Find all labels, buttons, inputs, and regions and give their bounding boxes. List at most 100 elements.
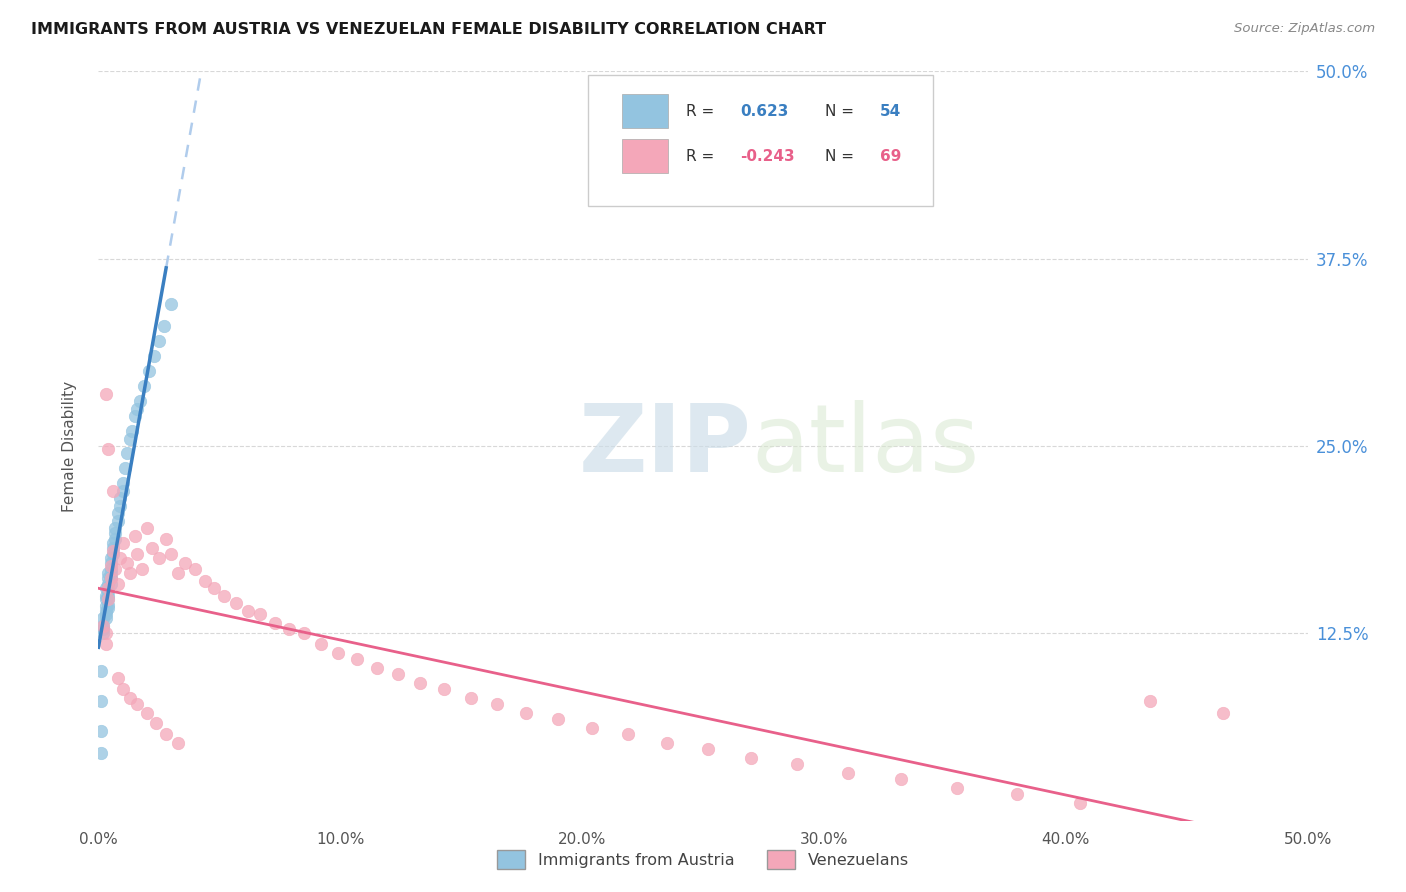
Point xyxy=(104,562,127,576)
Point xyxy=(100,577,122,591)
Text: IMMIGRANTS FROM AUSTRIA VS VENEZUELAN FEMALE DISABILITY CORRELATION CHART: IMMIGRANTS FROM AUSTRIA VS VENEZUELAN FE… xyxy=(31,22,827,37)
Point xyxy=(94,607,117,621)
Point xyxy=(135,706,157,720)
Point xyxy=(837,765,859,780)
Point xyxy=(127,697,149,711)
Point xyxy=(134,379,156,393)
Point xyxy=(890,772,912,786)
Point xyxy=(104,532,127,546)
Point xyxy=(101,547,124,561)
Point xyxy=(94,604,117,618)
Point xyxy=(100,558,122,573)
Point xyxy=(91,611,114,625)
Point xyxy=(143,349,166,363)
Point xyxy=(97,584,120,599)
Point xyxy=(138,364,160,378)
Bar xyxy=(621,95,668,128)
Point xyxy=(100,571,122,585)
Point xyxy=(121,424,143,438)
Point xyxy=(91,619,114,633)
Point xyxy=(90,694,112,708)
Point xyxy=(387,666,409,681)
Point xyxy=(160,547,183,561)
Point xyxy=(117,556,139,570)
Point xyxy=(100,562,122,576)
Point xyxy=(127,547,149,561)
Point xyxy=(94,386,117,401)
Point xyxy=(309,637,332,651)
Point xyxy=(108,499,131,513)
Point xyxy=(194,574,217,588)
Legend: Immigrants from Austria, Venezuelans: Immigrants from Austria, Venezuelans xyxy=(491,844,915,875)
Point xyxy=(155,532,177,546)
Point xyxy=(94,637,117,651)
Text: 69: 69 xyxy=(880,149,901,163)
Point xyxy=(135,521,157,535)
Point xyxy=(786,756,808,771)
Point xyxy=(104,525,127,540)
Point xyxy=(94,589,117,603)
Point xyxy=(117,446,139,460)
Point xyxy=(101,483,124,498)
Point xyxy=(278,622,301,636)
Point xyxy=(91,626,114,640)
Text: atlas: atlas xyxy=(751,400,980,492)
Point xyxy=(111,681,134,696)
Point xyxy=(225,596,247,610)
Point xyxy=(160,296,183,310)
FancyBboxPatch shape xyxy=(588,75,932,206)
Point xyxy=(97,591,120,606)
Point xyxy=(94,591,117,606)
Point xyxy=(460,690,482,705)
Point xyxy=(97,591,120,606)
Point xyxy=(97,589,120,603)
Point xyxy=(131,562,153,576)
Point xyxy=(91,619,114,633)
Point xyxy=(90,746,112,760)
Point xyxy=(946,780,969,795)
Point xyxy=(148,551,170,566)
Text: 54: 54 xyxy=(880,103,901,119)
Point xyxy=(238,604,260,618)
Point xyxy=(433,681,456,696)
Point xyxy=(118,566,141,581)
Point xyxy=(292,626,315,640)
Point xyxy=(1069,796,1091,810)
Point xyxy=(90,664,112,678)
Point xyxy=(97,598,120,612)
Point xyxy=(696,741,718,756)
Point xyxy=(97,566,120,581)
Point xyxy=(167,566,190,581)
Point xyxy=(91,622,114,636)
Point xyxy=(547,712,569,726)
Point xyxy=(127,401,149,416)
Point xyxy=(346,652,368,666)
Point xyxy=(409,675,432,690)
Point xyxy=(655,736,678,750)
Point xyxy=(141,541,163,555)
Point xyxy=(118,432,141,446)
Point xyxy=(1139,694,1161,708)
Point xyxy=(97,582,120,596)
Point xyxy=(204,582,226,596)
Point xyxy=(97,600,120,615)
Point xyxy=(326,646,349,660)
Point xyxy=(101,536,124,550)
Point xyxy=(740,750,762,764)
Point xyxy=(167,736,190,750)
Point xyxy=(264,615,287,630)
Point xyxy=(174,556,197,570)
Point xyxy=(212,589,235,603)
Point xyxy=(152,319,174,334)
Point xyxy=(97,571,120,585)
Point xyxy=(145,716,167,731)
Point xyxy=(581,721,603,735)
Point xyxy=(1212,706,1234,720)
Point xyxy=(107,577,129,591)
Point xyxy=(90,723,112,738)
Point xyxy=(515,706,537,720)
Point xyxy=(94,611,117,625)
Text: 0.623: 0.623 xyxy=(741,103,789,119)
Point xyxy=(104,521,127,535)
Point xyxy=(124,529,146,543)
